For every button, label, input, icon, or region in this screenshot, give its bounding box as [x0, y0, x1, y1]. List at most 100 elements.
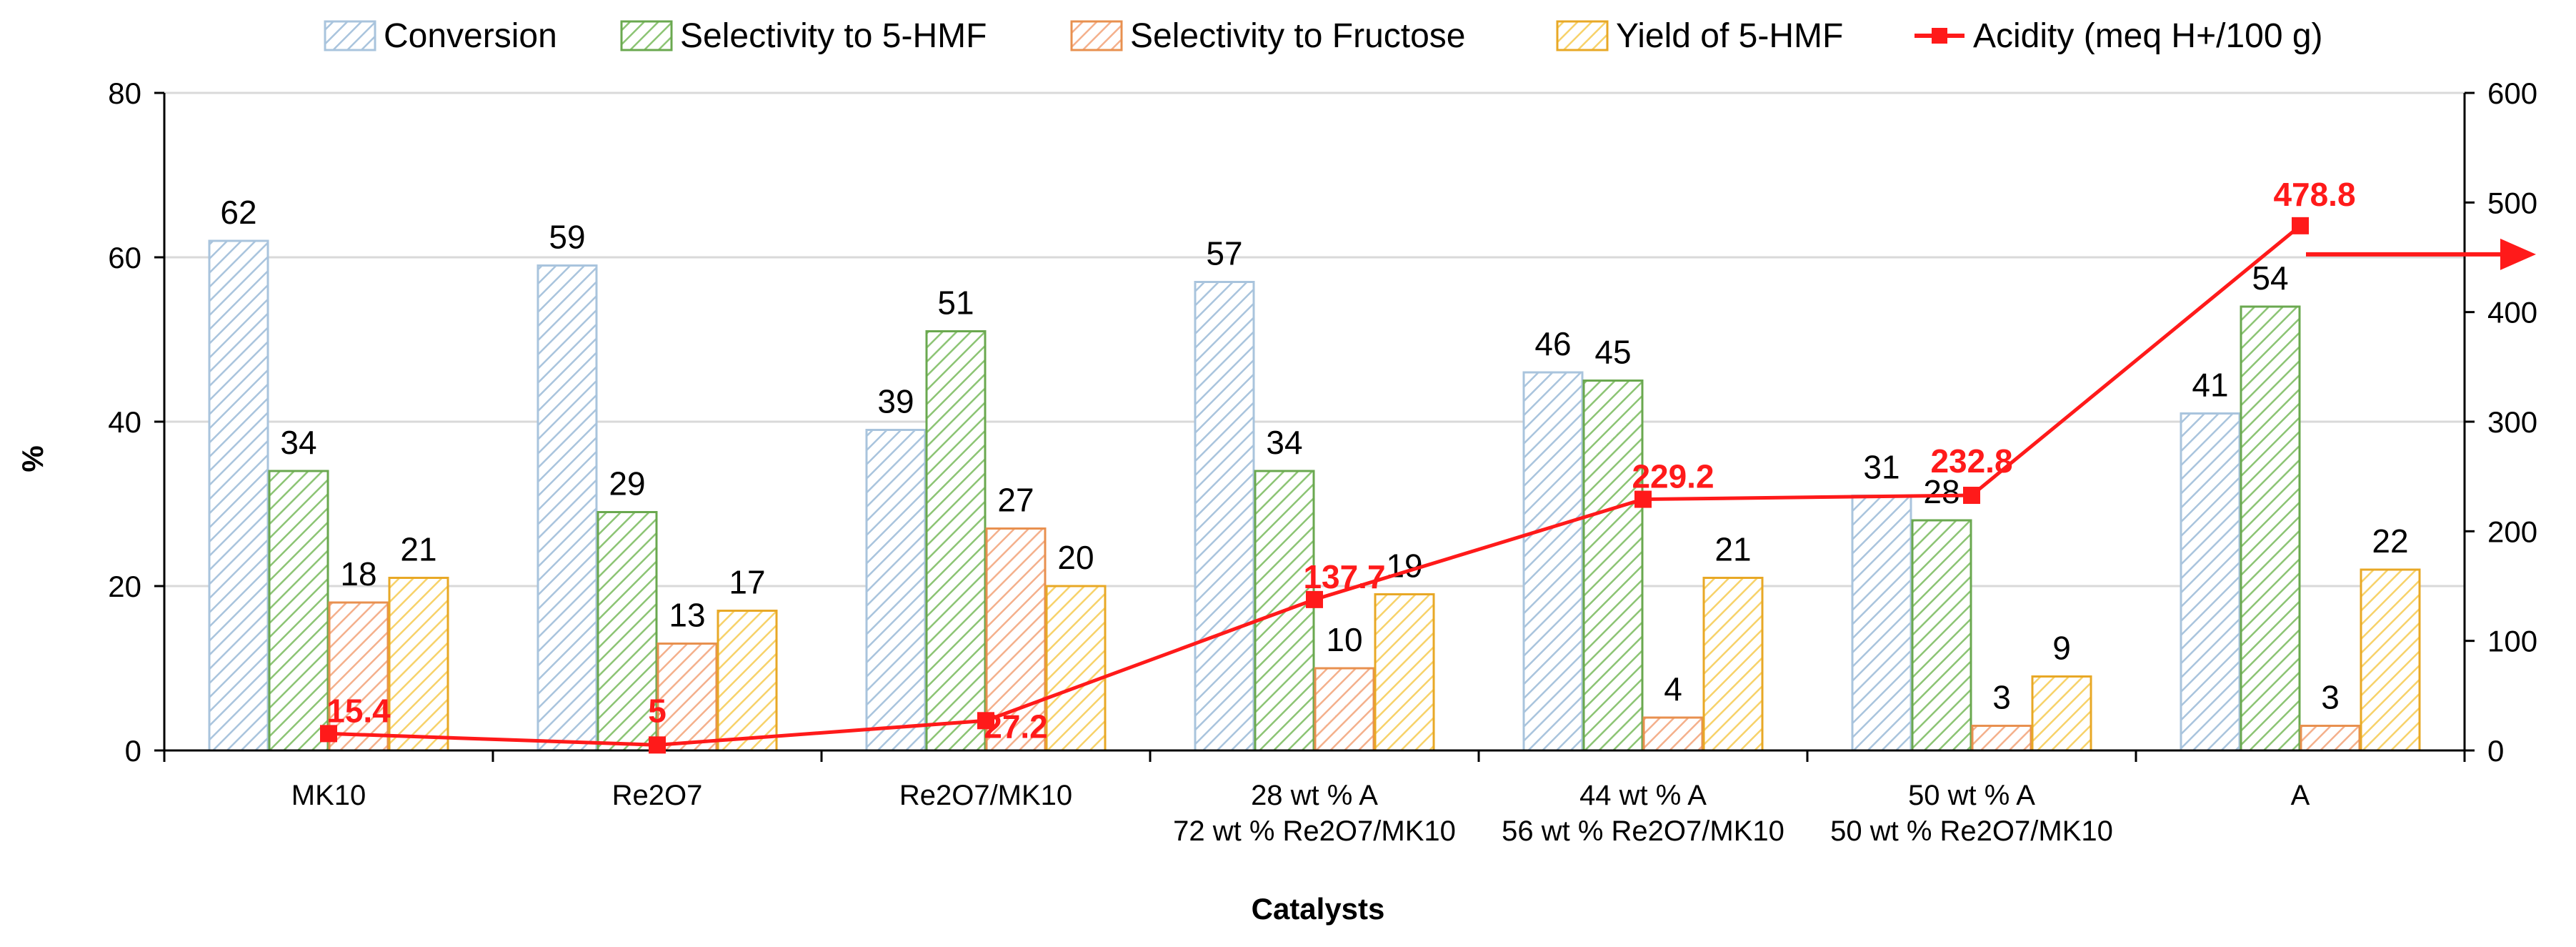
legend-swatch — [324, 20, 376, 51]
y-tick-label: 40 — [108, 405, 141, 439]
legend-swatch — [620, 20, 673, 51]
acidity-point — [1963, 487, 1980, 505]
legend-label: Conversion — [384, 17, 557, 55]
acidity-point — [977, 712, 994, 730]
legend-label: Yield of 5-HMF — [1616, 17, 1843, 55]
y-tick-label: 0 — [125, 734, 141, 768]
x-tick-label: MK10 — [291, 780, 366, 811]
y2-tick-label: 200 — [2487, 515, 2537, 548]
bars — [208, 239, 2421, 752]
bar-yield-of-5-hmf — [2031, 675, 2092, 752]
data-label: 59 — [549, 219, 585, 256]
acidity-label: 15.4 — [326, 692, 391, 729]
acidity-point — [1306, 590, 1323, 608]
bar-yield-of-5-hmf — [388, 577, 449, 752]
bar-selectivity-to-fructose — [1971, 725, 2032, 752]
x-tick-label: 50 wt % A — [1908, 780, 2035, 811]
bar-selectivity-to-5-hmf — [268, 470, 329, 752]
legend-label: Selectivity to Fructose — [1130, 17, 1466, 55]
acidity-label: 232.8 — [1930, 442, 2012, 480]
bar-selectivity-to-5-hmf — [1582, 380, 1644, 752]
acidity-label: 478.8 — [2273, 176, 2355, 213]
bar-conversion — [1194, 281, 1255, 752]
acidity-label: 27.2 — [984, 708, 1048, 745]
data-label: 54 — [2252, 259, 2288, 297]
data-label: 46 — [1534, 325, 1571, 362]
x-tick-label: 28 wt % A — [1251, 780, 1378, 811]
data-label: 28 — [1923, 473, 1960, 510]
bar-conversion — [2180, 412, 2241, 752]
right-axis-arrow-head — [2500, 238, 2536, 270]
legend-marker — [1932, 28, 1947, 44]
bar-yield-of-5-hmf — [717, 610, 778, 752]
x-tick-label: 44 wt % A — [1579, 780, 1707, 811]
legend: Conversion Selectivity to 5-HMF Selectivit… — [324, 17, 2323, 55]
bar-selectivity-to-fructose — [1314, 667, 1375, 752]
data-label: 34 — [1266, 424, 1302, 461]
bar-selectivity-to-fructose — [2300, 725, 2361, 752]
y-tick-label: 20 — [108, 570, 141, 603]
data-label: 22 — [2372, 522, 2408, 560]
legend-swatch — [1556, 20, 1609, 51]
data-label: 9 — [2052, 630, 2071, 667]
acidity-point — [649, 736, 666, 754]
data-label: 41 — [2192, 367, 2228, 404]
data-label: 27 — [997, 482, 1034, 519]
y-tick-label: 60 — [108, 241, 141, 274]
legend-label: Selectivity to 5-HMF — [680, 17, 987, 55]
bar-yield-of-5-hmf — [1045, 585, 1107, 752]
data-label: 4 — [1664, 670, 1682, 708]
data-label: 21 — [1714, 531, 1751, 568]
data-label: 57 — [1206, 235, 1242, 272]
bar-conversion — [536, 264, 598, 752]
y-tick-label: 80 — [108, 76, 141, 110]
data-label: 18 — [340, 555, 376, 593]
data-label: 34 — [280, 424, 316, 461]
acidity-point — [2292, 217, 2309, 234]
bar-conversion — [1851, 495, 1912, 752]
x-tick-label: A — [2291, 780, 2310, 811]
y2-tick-label: 300 — [2487, 405, 2537, 439]
y2-tick-label: 400 — [2487, 296, 2537, 329]
data-label: 31 — [1863, 449, 1899, 486]
bar-yield-of-5-hmf — [2360, 568, 2421, 752]
data-label: 45 — [1594, 334, 1631, 371]
data-label: 51 — [937, 284, 974, 322]
y2-tick-label: 500 — [2487, 186, 2537, 219]
legend-label: Acidity (meq H+/100 g) — [1973, 17, 2323, 55]
x-tick-label: Re2O7/MK10 — [899, 780, 1072, 811]
data-label: 29 — [609, 465, 645, 502]
bar-selectivity-to-5-hmf — [1911, 519, 1972, 752]
legend-swatch — [1070, 20, 1123, 51]
bar-selectivity-to-5-hmf — [2240, 305, 2301, 752]
bar-conversion — [865, 429, 927, 752]
data-label: 3 — [1992, 679, 2011, 716]
y2-tick-label: 600 — [2487, 76, 2537, 110]
data-label: 10 — [1326, 621, 1362, 658]
y-axis-title: % — [16, 445, 49, 472]
acidity-label: 229.2 — [1632, 458, 1714, 495]
acidity-point — [1634, 490, 1652, 508]
bar-conversion — [1522, 371, 1584, 752]
data-label: 13 — [669, 597, 705, 634]
x-tick-label: 72 wt % Re2O7/MK10 — [1173, 815, 1456, 847]
bar-yield-of-5-hmf — [1374, 593, 1435, 752]
data-label: 17 — [729, 564, 765, 601]
bar-selectivity-to-fructose — [328, 601, 389, 752]
data-label: 3 — [2321, 679, 2340, 716]
data-label: 21 — [400, 531, 436, 568]
bar-conversion — [208, 239, 269, 752]
x-axis-title: Catalysts — [1252, 892, 1385, 926]
bar-selectivity-to-5-hmf — [925, 330, 987, 752]
bar-selectivity-to-fructose — [657, 643, 718, 752]
y2-tick-label: 0 — [2487, 734, 2504, 768]
acidity-line: 15.4 5 27.2 137.7 229.2 232.8 478.8 — [320, 176, 2536, 754]
bar-selectivity-to-fructose — [1642, 716, 1704, 752]
acidity-point — [320, 725, 337, 743]
data-label: 62 — [220, 194, 256, 231]
bar-yield-of-5-hmf — [1702, 577, 1764, 752]
data-label: 20 — [1057, 539, 1094, 576]
bar-selectivity-to-fructose — [985, 527, 1047, 752]
